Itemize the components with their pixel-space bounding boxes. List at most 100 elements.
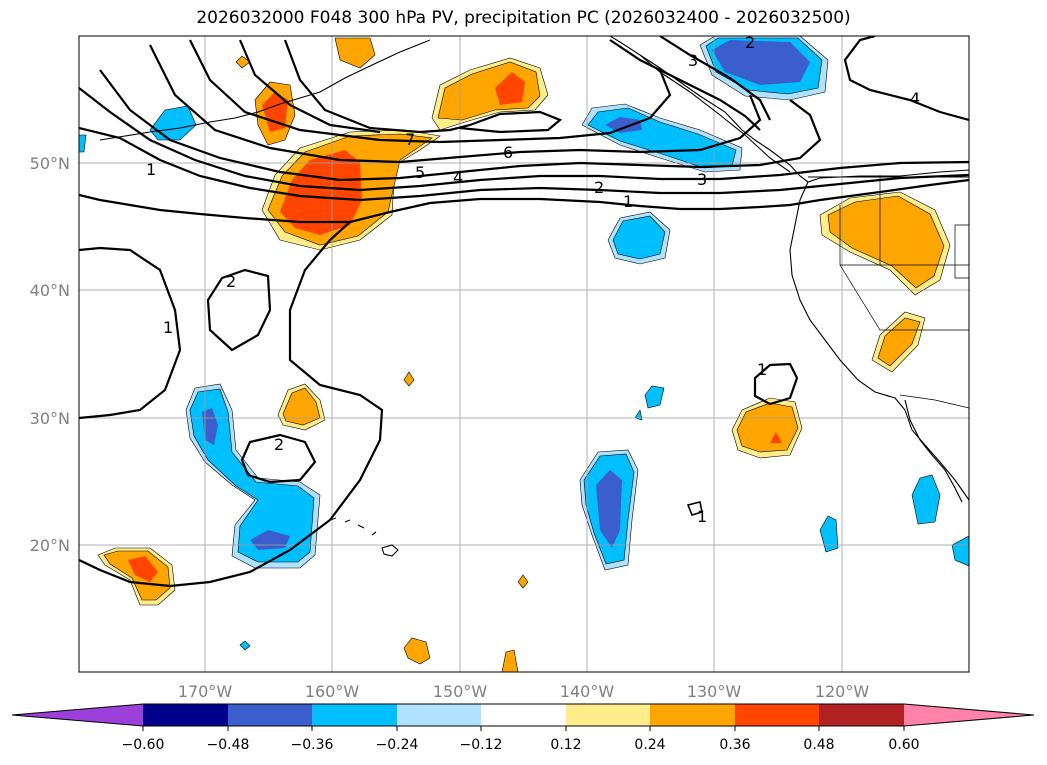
precip-negative-area [911, 474, 941, 525]
contour-label: 2 [594, 178, 604, 197]
colorbar-tick-label: 0.12 [550, 737, 581, 753]
colorbar-segment [228, 704, 312, 726]
lon-tick-label: 130°W [687, 682, 742, 701]
pv-contour-2-loop-south [240, 433, 317, 484]
lat-tick-label: 20°N [30, 536, 70, 555]
precip-negative-area [712, 40, 810, 85]
colorbar: −0.60 −0.48 −0.36 −0.24 −0.12 0.12 0.24 … [11, 703, 1035, 753]
colorbar-tick-label: 0.36 [719, 737, 750, 753]
lon-tick-label: 160°W [305, 682, 360, 701]
colorbar-segment [143, 704, 228, 726]
lat-tick-label: 40°N [30, 281, 70, 300]
colorbar-tick-label: 0.24 [634, 737, 665, 753]
contour-label: 7 [405, 130, 415, 149]
contour-label: 1 [163, 318, 173, 337]
contour-label: 1 [757, 360, 767, 379]
precip-positive-area [282, 387, 321, 426]
contour-label: 1 [697, 507, 707, 526]
precip-negative-area [202, 408, 218, 445]
pv-contour-1-west [79, 246, 182, 420]
coastlines [99, 36, 969, 557]
pv-contour-5 [149, 44, 762, 164]
pv-contour-4-right [843, 36, 969, 122]
pv-contour-7 [283, 39, 563, 134]
pv-contour-small [686, 501, 703, 516]
pv-contour-2 [79, 126, 969, 202]
colorbar-segment [566, 704, 650, 726]
pv-contour-6 [189, 39, 672, 144]
colorbar-segment [819, 704, 904, 726]
hawaiian-islands [329, 517, 399, 557]
us-west-coast [789, 181, 969, 501]
graticule [79, 36, 969, 672]
north-america-coast [609, 36, 969, 183]
pv-contour-4 [99, 69, 822, 182]
pv-contour-2-upper [609, 39, 761, 131]
plot-frame [78, 35, 970, 673]
lon-tick-label: 170°W [178, 682, 233, 701]
pv-contour-1-south [79, 221, 384, 588]
pv-contour-1-loop [753, 362, 799, 406]
contour-label: 2 [274, 435, 284, 454]
colorbar-tick-label: −0.48 [207, 737, 250, 753]
colorbar-tick-label: −0.24 [376, 737, 419, 753]
precip-negative-area [596, 470, 622, 548]
colorbar-segment [397, 704, 481, 726]
mexico-border [899, 394, 969, 409]
precip-positive-area [262, 92, 288, 132]
contour-label: 5 [415, 163, 425, 182]
contour-label: 2 [745, 33, 755, 52]
precip-positive-area [501, 649, 519, 672]
contour-label: 3 [688, 51, 698, 70]
precip-positive-area [770, 432, 782, 443]
aleutian-islands [99, 39, 431, 141]
precip-positive-area [403, 637, 431, 665]
map-title: 2026032000 F048 300 hPa PV, precipitatio… [196, 8, 851, 28]
contour-label: 4 [453, 168, 463, 187]
colorbar-tick-label: 0.48 [803, 737, 834, 753]
precip-positive-area [403, 371, 415, 387]
baja-california [904, 399, 963, 503]
plot-area [79, 36, 969, 672]
colorbar-over-triangle [904, 704, 1034, 726]
contour-label: 1 [146, 160, 156, 179]
colorbar-tick-label: −0.12 [460, 737, 503, 753]
colorbar-under-triangle [12, 704, 143, 726]
colorbar-segment [312, 704, 397, 726]
precip-negative-area [605, 117, 642, 133]
lon-tick-label: 150°W [433, 682, 488, 701]
contour-label-group: 1 2 3 4 5 6 7 2 1 2 3 4 1 2 1 1 [146, 33, 920, 526]
precip-negative-area [189, 388, 315, 563]
precip-positive-area [128, 556, 158, 582]
precip-negative-area [79, 134, 87, 153]
contour-label: 3 [697, 170, 707, 189]
pv-contour-3 [79, 87, 969, 192]
precip-negative-area [819, 515, 839, 553]
precip-positive-area [495, 72, 525, 105]
precip-positive-area [334, 37, 376, 69]
contour-label: 4 [910, 89, 920, 108]
colorbar-segment [650, 704, 735, 726]
pv-contour-7b [238, 39, 381, 134]
precip-negative-area [239, 640, 251, 651]
pv-contour-1 [79, 178, 969, 224]
precip-positive-area [280, 150, 362, 235]
contour-label: 6 [503, 143, 513, 162]
colorbar-tick-label: −0.60 [122, 737, 165, 753]
precip-positive-area [736, 402, 799, 453]
lon-tick-label: 120°W [815, 682, 870, 701]
state-borders [839, 175, 969, 331]
lat-tick-label: 50°N [30, 154, 70, 173]
precip-negative-area [644, 385, 665, 409]
pv-contour-2-loop [206, 268, 272, 352]
contour-label: 2 [226, 272, 236, 291]
contour-label: 1 [623, 192, 633, 211]
lat-tick-label: 30°N [30, 409, 70, 428]
precip-negative-area [612, 215, 666, 260]
colorbar-tick-label: −0.36 [291, 737, 334, 753]
pv-contour-3-upper [659, 36, 771, 121]
pv-contours [79, 36, 969, 588]
colorbar-segment [735, 704, 819, 726]
precip-negative-area [951, 535, 969, 567]
